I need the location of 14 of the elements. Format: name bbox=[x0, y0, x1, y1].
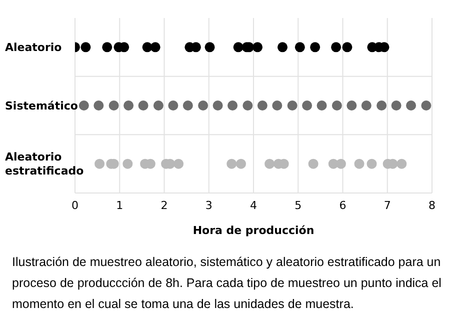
y-tick-label: Aleatorio bbox=[5, 41, 62, 54]
x-tick-label: 7 bbox=[384, 198, 391, 212]
x-tick-label: 3 bbox=[205, 198, 212, 212]
y-tick-label: Aleatorio estratificado bbox=[5, 150, 84, 178]
x-tick-label: 5 bbox=[294, 198, 302, 212]
x-tick-label: 4 bbox=[250, 198, 257, 212]
x-axis-title: Hora de producción bbox=[192, 224, 314, 237]
y-tick-label: Sistemático bbox=[5, 99, 78, 112]
x-tick-label: 2 bbox=[160, 198, 168, 212]
x-tick-label: 6 bbox=[339, 198, 346, 212]
x-tick-label: 8 bbox=[428, 198, 436, 212]
x-tick-label: 0 bbox=[72, 198, 78, 212]
x-tick-label: 1 bbox=[116, 198, 124, 212]
text: Ilustración de muestreo aleatorio, sistemático y aleatorio estratificado para un proceso de produccción de 8h. Para cada tipo de muestreo un punto indica el momento en el cual se toma una de las unidades de muestra. bbox=[12, 254, 442, 313]
